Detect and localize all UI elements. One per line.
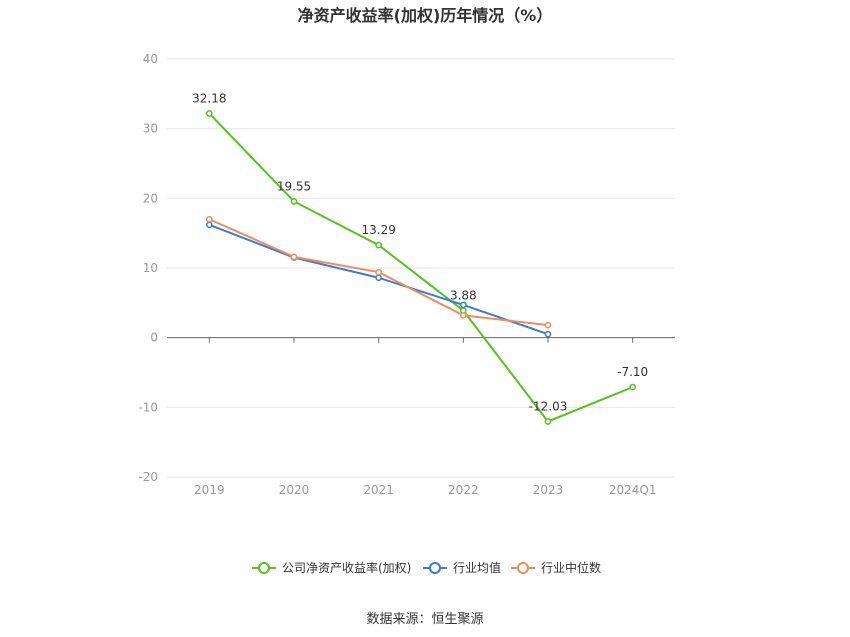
y-tick-label: 0 <box>150 331 158 345</box>
data-point <box>544 418 552 425</box>
data-point <box>290 253 298 261</box>
data-point <box>205 221 213 229</box>
chart-title: 净资产收益率(加权)历年情况（%） <box>297 6 553 25</box>
data-point <box>375 268 383 276</box>
legend-label: 行业均值 <box>453 560 501 575</box>
series-line-0 <box>208 112 634 423</box>
data-point <box>205 215 213 223</box>
legend-item-1[interactable]: 行业均值 <box>423 560 501 575</box>
y-tick-label: -20 <box>138 470 158 484</box>
data-point <box>544 330 552 338</box>
data-label: -7.10 <box>617 365 648 379</box>
y-tick-label: 20 <box>143 191 158 205</box>
grid-layer <box>167 58 675 478</box>
data-label: 13.29 <box>361 223 395 237</box>
data-point <box>459 312 467 319</box>
x-tick-label: 2020 <box>279 483 310 497</box>
axis-layer: 40 30 20 10 0 -10 -20 2019 2020 2021 2022 2023 2024Q… <box>138 52 656 497</box>
data-point <box>629 383 637 391</box>
data-label: 32.18 <box>192 91 226 105</box>
legend-item-0[interactable]: 公司净资产收益率(加权) <box>252 560 411 575</box>
legend-item-2[interactable]: 行业中位数 <box>511 560 601 575</box>
x-tick-label: 2022 <box>448 483 479 497</box>
x-tick-label: 2023 <box>533 483 564 497</box>
legend-label: 行业中位数 <box>541 560 601 575</box>
series-layer <box>205 110 637 425</box>
y-tick-label: -10 <box>138 400 158 414</box>
data-point <box>205 110 213 117</box>
data-point <box>375 241 383 249</box>
data-label-layer: 32.18 19.55 13.29 3.88 -12.03 -7.10 <box>192 91 648 413</box>
x-tick-label: 2019 <box>194 483 225 497</box>
legend-label: 公司净资产收益率(加权) <box>282 560 411 575</box>
y-tick-label: 10 <box>143 261 158 275</box>
legend-marker <box>258 562 270 574</box>
data-source-note: 数据来源：恒生聚源 <box>366 612 484 627</box>
y-tick-label: 30 <box>143 122 158 136</box>
data-label: 19.55 <box>277 179 311 193</box>
legend[interactable]: 公司净资产收益率(加权) 行业均值 行业中位数 <box>252 560 601 575</box>
data-point <box>375 274 383 282</box>
data-label: 3.88 <box>450 289 477 303</box>
y-tick-label: 40 <box>143 52 158 66</box>
x-tick-label: 2024Q1 <box>609 483 657 497</box>
data-point <box>290 198 298 205</box>
x-tick-label: 2021 <box>363 483 394 497</box>
data-label: -12.03 <box>529 399 568 413</box>
legend-marker <box>429 562 441 574</box>
data-point <box>459 301 467 309</box>
data-point <box>544 321 552 329</box>
legend-marker <box>517 562 529 574</box>
